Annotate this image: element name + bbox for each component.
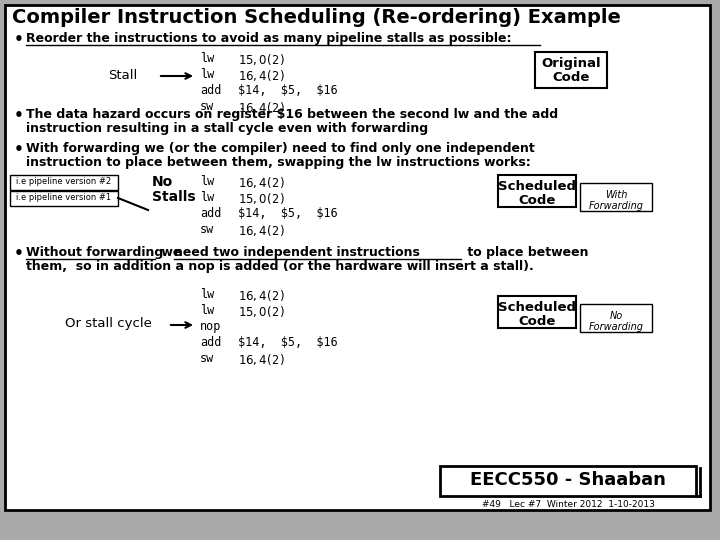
Text: lw: lw [200, 175, 215, 188]
Text: instruction to place between them, swapping the lw instructions works:: instruction to place between them, swapp… [26, 156, 531, 169]
Text: nop: nop [200, 320, 221, 333]
Text: instruction resulting in a stall cycle even with forwarding: instruction resulting in a stall cycle e… [26, 122, 428, 135]
Text: $16,  4($2): $16, 4($2) [238, 288, 284, 303]
Text: Or stall cycle: Or stall cycle [65, 317, 152, 330]
Text: Scheduled: Scheduled [498, 301, 576, 314]
Text: need two independent instructions: need two independent instructions [174, 246, 420, 259]
Text: Code: Code [518, 315, 556, 328]
Bar [10, 191, 118, 206]
Text: •: • [14, 108, 24, 123]
Text: sw: sw [200, 223, 215, 236]
Text: lw: lw [200, 191, 215, 204]
Text: No: No [152, 175, 174, 189]
Text: i.e pipeline version #1: i.e pipeline version #1 [17, 193, 112, 202]
Text: Code: Code [518, 194, 556, 207]
Text: With forwarding we (or the compiler) need to find only one independent: With forwarding we (or the compiler) nee… [26, 142, 535, 155]
Text: $15,  0($2): $15, 0($2) [238, 304, 284, 319]
Text: Without forwarding: Without forwarding [26, 246, 163, 259]
Text: Reorder the instructions to avoid as many pipeline stalls as possible:: Reorder the instructions to avoid as man… [26, 32, 511, 45]
Text: sw: sw [200, 352, 215, 365]
Bar [498, 175, 576, 207]
Text: add: add [200, 207, 221, 220]
Text: lw: lw [200, 304, 215, 317]
Text: add: add [200, 336, 221, 349]
Text: •: • [14, 246, 24, 261]
Text: Original: Original [541, 57, 600, 70]
Text: Forwarding: Forwarding [588, 201, 644, 211]
Bar [498, 296, 576, 328]
Text: EECC550 - Shaaban: EECC550 - Shaaban [470, 471, 666, 489]
Text: Scheduled: Scheduled [498, 180, 576, 193]
Text: With: With [605, 190, 627, 200]
Text: •: • [14, 32, 24, 47]
Text: add: add [200, 84, 221, 97]
Text: lw: lw [200, 52, 215, 65]
Text: #49   Lec #7  Winter 2012  1-10-2013: #49 Lec #7 Winter 2012 1-10-2013 [482, 500, 654, 509]
Text: Compiler Instruction Scheduling (Re-ordering) Example: Compiler Instruction Scheduling (Re-orde… [12, 8, 621, 27]
Text: Code: Code [552, 71, 590, 84]
Text: $16,  4($2): $16, 4($2) [238, 68, 284, 83]
Text: $16,  4($2): $16, 4($2) [238, 223, 284, 238]
Text: $16,  4($2): $16, 4($2) [238, 175, 284, 190]
Bar [440, 466, 696, 496]
Text: Stalls: Stalls [152, 190, 196, 204]
Text: $14,  $5,  $16: $14, $5, $16 [238, 84, 338, 97]
Text: $15,  0($2): $15, 0($2) [238, 52, 284, 67]
Bar [10, 175, 118, 190]
Text: $14,  $5,  $16: $14, $5, $16 [238, 336, 338, 349]
Text: •: • [14, 142, 24, 157]
Bar [580, 183, 652, 211]
Bar [580, 304, 652, 332]
Text: lw: lw [200, 68, 215, 81]
Text: we: we [157, 246, 186, 259]
Text: $14,  $5,  $16: $14, $5, $16 [238, 207, 338, 220]
Text: Forwarding: Forwarding [588, 322, 644, 332]
Text: No: No [609, 311, 623, 321]
Text: i.e pipeline version #2: i.e pipeline version #2 [17, 177, 112, 186]
Text: them,  so in addition a nop is added (or the hardware will insert a stall).: them, so in addition a nop is added (or … [26, 260, 534, 273]
Text: $15,  0($2): $15, 0($2) [238, 191, 284, 206]
Text: The data hazard occurs on register $16 between the second lw and the add: The data hazard occurs on register $16 b… [26, 108, 558, 121]
Text: lw: lw [200, 288, 215, 301]
Text: sw: sw [200, 100, 215, 113]
Text: $16,  4($2): $16, 4($2) [238, 100, 284, 115]
Text: to place between: to place between [463, 246, 588, 259]
Text: $16,  4($2): $16, 4($2) [238, 352, 284, 367]
Bar [535, 52, 607, 88]
Text: Stall: Stall [108, 69, 138, 82]
